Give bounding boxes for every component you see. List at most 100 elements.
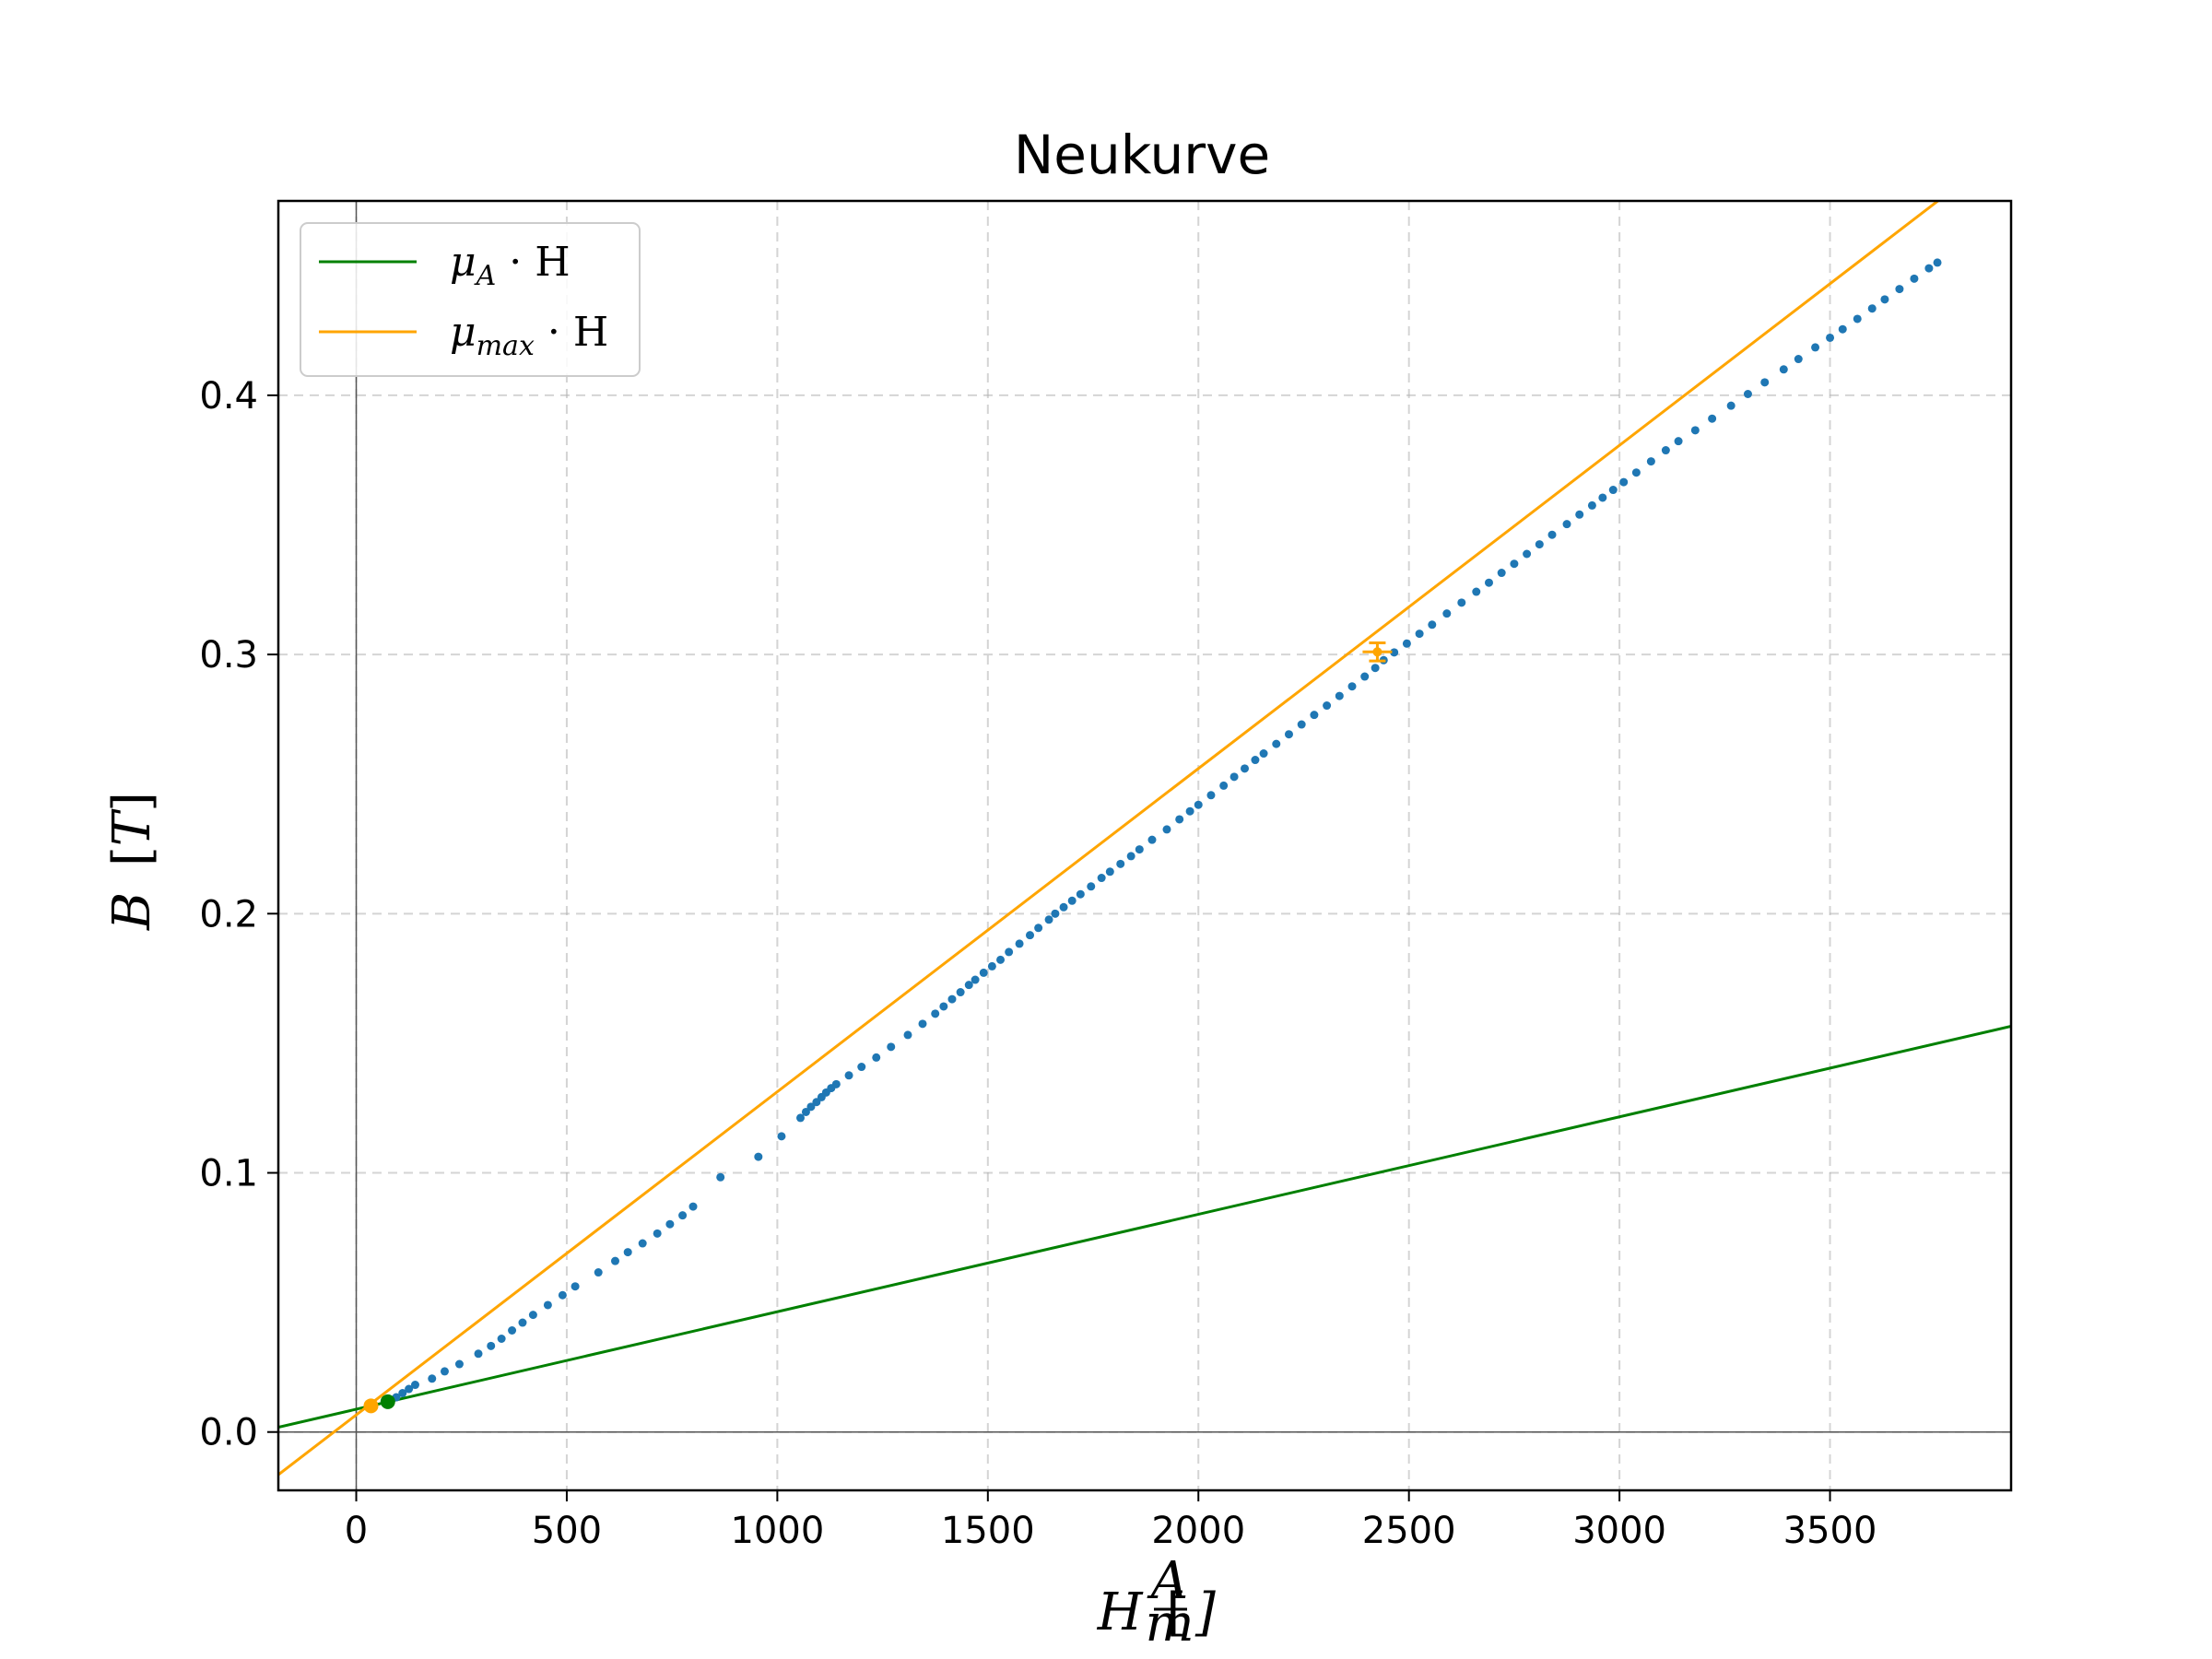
- scatter-point: [1219, 781, 1229, 790]
- scatter-point: [1087, 882, 1096, 891]
- scatter-point: [1105, 867, 1114, 877]
- x-tick-label: 2000: [1151, 1510, 1245, 1552]
- scatter-point: [1323, 701, 1332, 711]
- y-axis-label: B [T]: [102, 792, 162, 931]
- scatter-points: [385, 258, 1942, 1406]
- error-bar-center: [1372, 647, 1382, 657]
- scatter-point: [1472, 587, 1481, 596]
- scatter-point: [1895, 285, 1904, 294]
- scatter-point: [1867, 304, 1877, 313]
- scatter-point: [1690, 426, 1700, 435]
- scatter-point: [1310, 711, 1319, 720]
- error-bar: [1362, 641, 1393, 663]
- legend-label-mu-max: μmax · H: [450, 309, 608, 362]
- scatter-point: [665, 1219, 675, 1229]
- scatter-point: [1059, 902, 1068, 912]
- scatter-point: [1175, 815, 1184, 824]
- legend-label-mu-a: μA · H: [450, 239, 571, 292]
- scatter-point: [1811, 343, 1820, 352]
- scatter-point: [996, 955, 1006, 964]
- scatter-point: [623, 1248, 632, 1257]
- scatter-point: [806, 1102, 816, 1112]
- scatter-point: [398, 1389, 407, 1398]
- legend: μA · H μmax · H: [300, 222, 641, 377]
- scatter-point: [1661, 446, 1670, 455]
- scatter-point: [918, 1019, 927, 1029]
- scatter-point: [1779, 365, 1788, 374]
- scatter-point: [1147, 835, 1157, 844]
- marker-point: [380, 1394, 395, 1409]
- scatter-point: [1251, 756, 1260, 765]
- y-tick-label: 0.0: [199, 1412, 258, 1454]
- scatter-point: [1415, 629, 1424, 639]
- fit-line-mu-max: [278, 201, 1941, 1477]
- scatter-point: [1194, 800, 1203, 809]
- scatter-point: [1135, 845, 1144, 854]
- scatter-point: [638, 1239, 647, 1248]
- scatter-point: [474, 1349, 483, 1359]
- scatter-point: [716, 1172, 725, 1182]
- scatter-point: [1853, 314, 1862, 324]
- scatter-point: [1097, 874, 1106, 883]
- scatter-point: [678, 1211, 688, 1220]
- scatter-point: [1067, 896, 1077, 905]
- scatter-point: [528, 1311, 537, 1320]
- scatter-point: [1631, 468, 1641, 477]
- chart-title: Neukurve: [1014, 124, 1270, 186]
- x-axis-unit-numerator: A: [1147, 1551, 1188, 1611]
- scatter-point: [1335, 691, 1344, 700]
- scatter-point: [1587, 500, 1596, 510]
- y-axis-unit: T: [102, 808, 162, 846]
- scatter-point: [497, 1334, 506, 1343]
- scatter-point: [1230, 772, 1239, 782]
- x-tick-label: 3500: [1783, 1510, 1877, 1552]
- scatter-point: [1457, 598, 1466, 607]
- x-tick-label: 2500: [1362, 1510, 1456, 1552]
- scatter-point: [571, 1282, 580, 1291]
- x-tick-label: 1000: [730, 1510, 824, 1552]
- y-tick-label: 0.3: [199, 634, 258, 677]
- scatter-point: [971, 975, 980, 984]
- scatter-point: [857, 1063, 866, 1072]
- scatter-point: [1206, 791, 1216, 800]
- scatter-point: [558, 1290, 567, 1300]
- scatter-point: [653, 1229, 662, 1238]
- scatter-point: [1076, 889, 1085, 899]
- scatter-point: [1360, 672, 1370, 681]
- plot-frame: [276, 199, 2013, 1492]
- scatter-point: [1826, 333, 1835, 342]
- scatter-point: [1794, 355, 1803, 364]
- scatter-point: [1547, 530, 1557, 539]
- scatter-point: [987, 961, 996, 971]
- scatter-point: [1034, 924, 1043, 933]
- scatter-point: [440, 1367, 449, 1376]
- scatter-point: [688, 1202, 698, 1211]
- scatter-point: [1484, 578, 1493, 587]
- scatter-point: [1428, 620, 1437, 629]
- x-tick-label: 500: [532, 1510, 602, 1552]
- scatter-point: [947, 994, 957, 1004]
- x-axis-label: H [: [1097, 1583, 1187, 1642]
- plot-area: 0 500 1000 1500 2000 2500 3000 3500 0.0 0.1 0.2 0.3…: [199, 199, 2013, 1552]
- zero-lines: [278, 201, 2011, 1490]
- scatter-point: [1743, 389, 1752, 398]
- scatter-point: [1051, 909, 1060, 918]
- scatter-point: [1402, 639, 1411, 648]
- scatter-point: [801, 1107, 810, 1116]
- scatter-point: [1880, 295, 1889, 304]
- scatter-point: [1838, 324, 1847, 334]
- x-axis-variable: H: [1097, 1583, 1144, 1642]
- scatter-point: [1760, 378, 1770, 387]
- grid: [278, 201, 2011, 1490]
- scatter-point: [1162, 825, 1171, 834]
- scatter-point: [1726, 401, 1735, 410]
- scatter-point: [903, 1030, 912, 1040]
- scatter-point: [777, 1132, 786, 1141]
- scatter-point: [508, 1325, 517, 1335]
- scatter-point: [1297, 720, 1306, 729]
- scatter-point: [428, 1374, 437, 1383]
- fit-lines: [278, 201, 2011, 1477]
- scatter-point: [1619, 477, 1629, 487]
- x-tick-label: 0: [345, 1510, 368, 1552]
- y-axis-variable: B: [102, 892, 162, 931]
